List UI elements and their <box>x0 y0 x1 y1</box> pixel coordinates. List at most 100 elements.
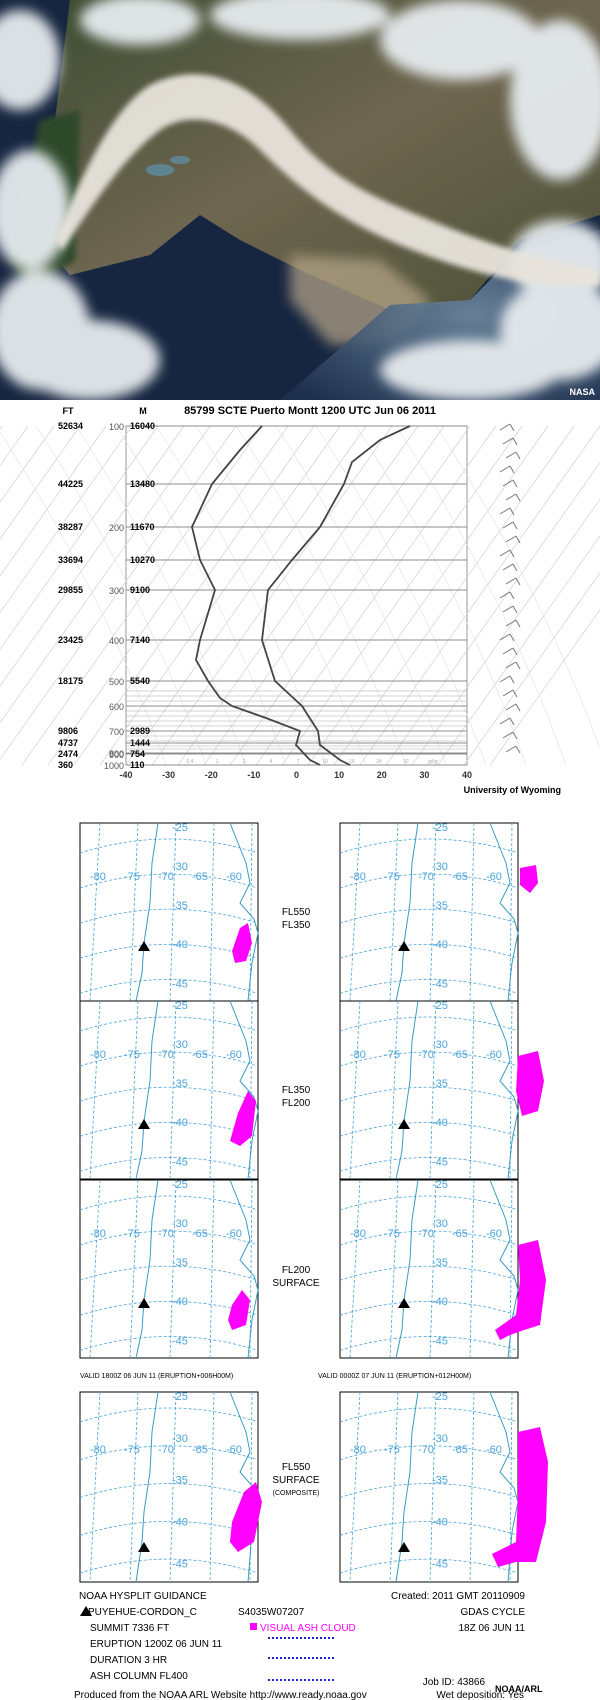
mixing-ratio-label: 10 <box>322 759 328 765</box>
level-pressure-label: 200 <box>109 523 124 533</box>
latitude-label: -45 <box>172 1335 188 1347</box>
isotherm-line <box>151 425 393 766</box>
latitude-label: -25 <box>432 1000 448 1012</box>
panel-label-2-line1: FL350 <box>282 1085 311 1096</box>
level-m-label: 2989 <box>130 726 150 736</box>
latitude-line <box>339 1121 519 1137</box>
adiabat-line <box>115 425 287 766</box>
latitude-label: -25 <box>172 1179 188 1191</box>
longitude-label: -60 <box>226 871 242 883</box>
latitude-line <box>79 1407 259 1423</box>
isotherm-line <box>385 462 600 766</box>
level-ft-label: 2474 <box>58 749 78 759</box>
latitude-label: -30 <box>432 1218 448 1230</box>
adiabat-line <box>235 425 407 766</box>
wind-barb-flag-icon <box>515 535 521 544</box>
isotherm-line <box>0 425 185 687</box>
map-panel: -25 -30 -35 -40 -45 -80 -75 -70 -65 -60 <box>339 1000 544 1180</box>
latitude-line <box>339 1407 519 1423</box>
level-ft-label: 23425 <box>58 635 83 645</box>
temp-tick-label: 40 <box>462 770 472 780</box>
wind-barb-flag-icon <box>509 717 515 726</box>
latitude-label: -25 <box>172 1000 188 1012</box>
footer-summit: SUMMIT 7336 FT <box>90 1623 169 1634</box>
wind-barb-flag-icon <box>509 423 515 432</box>
footer-cycle: 18Z 06 JUN 11 <box>458 1623 525 1634</box>
latitude-line <box>339 1558 519 1574</box>
footer-ash-column: ASH COLUMN FL400 <box>90 1671 188 1682</box>
visual-ash-swatch-icon <box>250 1623 257 1630</box>
panel-label-1-line2: FL350 <box>282 920 311 931</box>
hysplit-panels: -25-30-35-40-45-80 -75 -70 -65 -60-25-30-35-… <box>74 822 548 1700</box>
latitude-label: -45 <box>432 1156 448 1168</box>
wind-barb-icon <box>505 535 517 543</box>
longitude-label: -80 <box>350 1228 366 1240</box>
map-panel: -25 -30 -35 -40 -45 -80 -75 -70 -65 -60 <box>79 822 259 1002</box>
temp-tick-label: 10 <box>334 770 344 780</box>
ash-cloud <box>228 1290 250 1330</box>
ash-cloud <box>516 1051 544 1116</box>
wind-barb-icon <box>499 465 511 473</box>
isotherm-line <box>0 425 81 540</box>
latitude-line <box>79 979 259 994</box>
isotherm-line <box>0 425 3 430</box>
longitude-line <box>389 1391 399 1583</box>
wind-barb-icon <box>505 703 517 711</box>
footer-wet-deposition: Wet deposition: Yes <box>436 1690 524 1700</box>
latitude-label: -35 <box>432 1475 448 1487</box>
map-panel: -25 -30 -35 -40 -45 -80 -75 -70 -65 -60 <box>79 1391 262 1583</box>
latitude-label: -45 <box>172 1558 188 1570</box>
longitude-label: -70 <box>418 871 434 883</box>
longitude-label: -80 <box>350 1444 366 1456</box>
wind-barb-icon <box>505 745 517 753</box>
wind-barb-flag-icon <box>515 745 521 754</box>
mixing-ratio-label: g/kg <box>428 759 438 765</box>
wind-barb-icon <box>505 619 517 627</box>
wind-barb-icon <box>499 423 511 431</box>
latitude-label: -45 <box>432 1335 448 1347</box>
map-frame <box>339 1000 519 1180</box>
dewpoint-profile <box>191 425 321 766</box>
adiabat-line <box>0 431 167 766</box>
level-ft-label: 9806 <box>58 726 78 736</box>
wind-barb-icon <box>502 731 514 739</box>
latitude-label: -35 <box>172 1475 188 1487</box>
wind-barb-flag-icon <box>512 521 518 530</box>
level-m-label: 10270 <box>130 555 155 565</box>
longitude-line <box>349 1391 361 1583</box>
isotherm-line <box>99 425 341 766</box>
adiabat-line <box>355 425 527 766</box>
isotherm-line <box>437 535 600 766</box>
map-frame <box>79 1391 259 1583</box>
longitude-label: -60 <box>486 871 502 883</box>
level-m-label: 754 <box>130 749 145 759</box>
panel-label-4-line3: (COMPOSITE) <box>273 1490 320 1497</box>
latitude-label: -35 <box>172 1078 188 1090</box>
level-ft-label: 52634 <box>58 421 83 431</box>
volcano-marker-icon <box>138 1542 150 1552</box>
temp-tick-label: 0 <box>294 770 299 780</box>
level-ft-label: 18175 <box>58 676 83 686</box>
valid-right: VALID 0000Z 07 JUN 11 (ERUPTION+012H00M) <box>318 1373 471 1380</box>
wind-barb-flag-icon <box>509 465 515 474</box>
latitude-label: -35 <box>432 900 448 912</box>
latitude-line <box>79 1483 259 1498</box>
adiabat-line <box>435 425 600 750</box>
wind-barb-flag-icon <box>515 451 521 460</box>
temp-tick-label: -20 <box>205 770 218 780</box>
wind-barb-flag-icon <box>512 731 518 740</box>
latitude-line <box>339 979 519 994</box>
coastline-east <box>489 1391 519 1583</box>
wind-barb-flag-icon <box>512 479 518 488</box>
longitude-label: -80 <box>90 871 106 883</box>
longitude-label: -75 <box>124 1228 140 1240</box>
isotherm-line <box>359 425 600 766</box>
longitude-label: -75 <box>124 871 140 883</box>
level-m-label: 7140 <box>130 635 150 645</box>
longitude-label: -60 <box>226 1049 242 1061</box>
wind-barb-icon <box>499 591 511 599</box>
latitude-line <box>79 1336 259 1351</box>
level-pressure-label: 1000 <box>104 761 124 771</box>
wind-barb-icon <box>505 661 517 669</box>
latitude-line <box>339 1195 519 1211</box>
